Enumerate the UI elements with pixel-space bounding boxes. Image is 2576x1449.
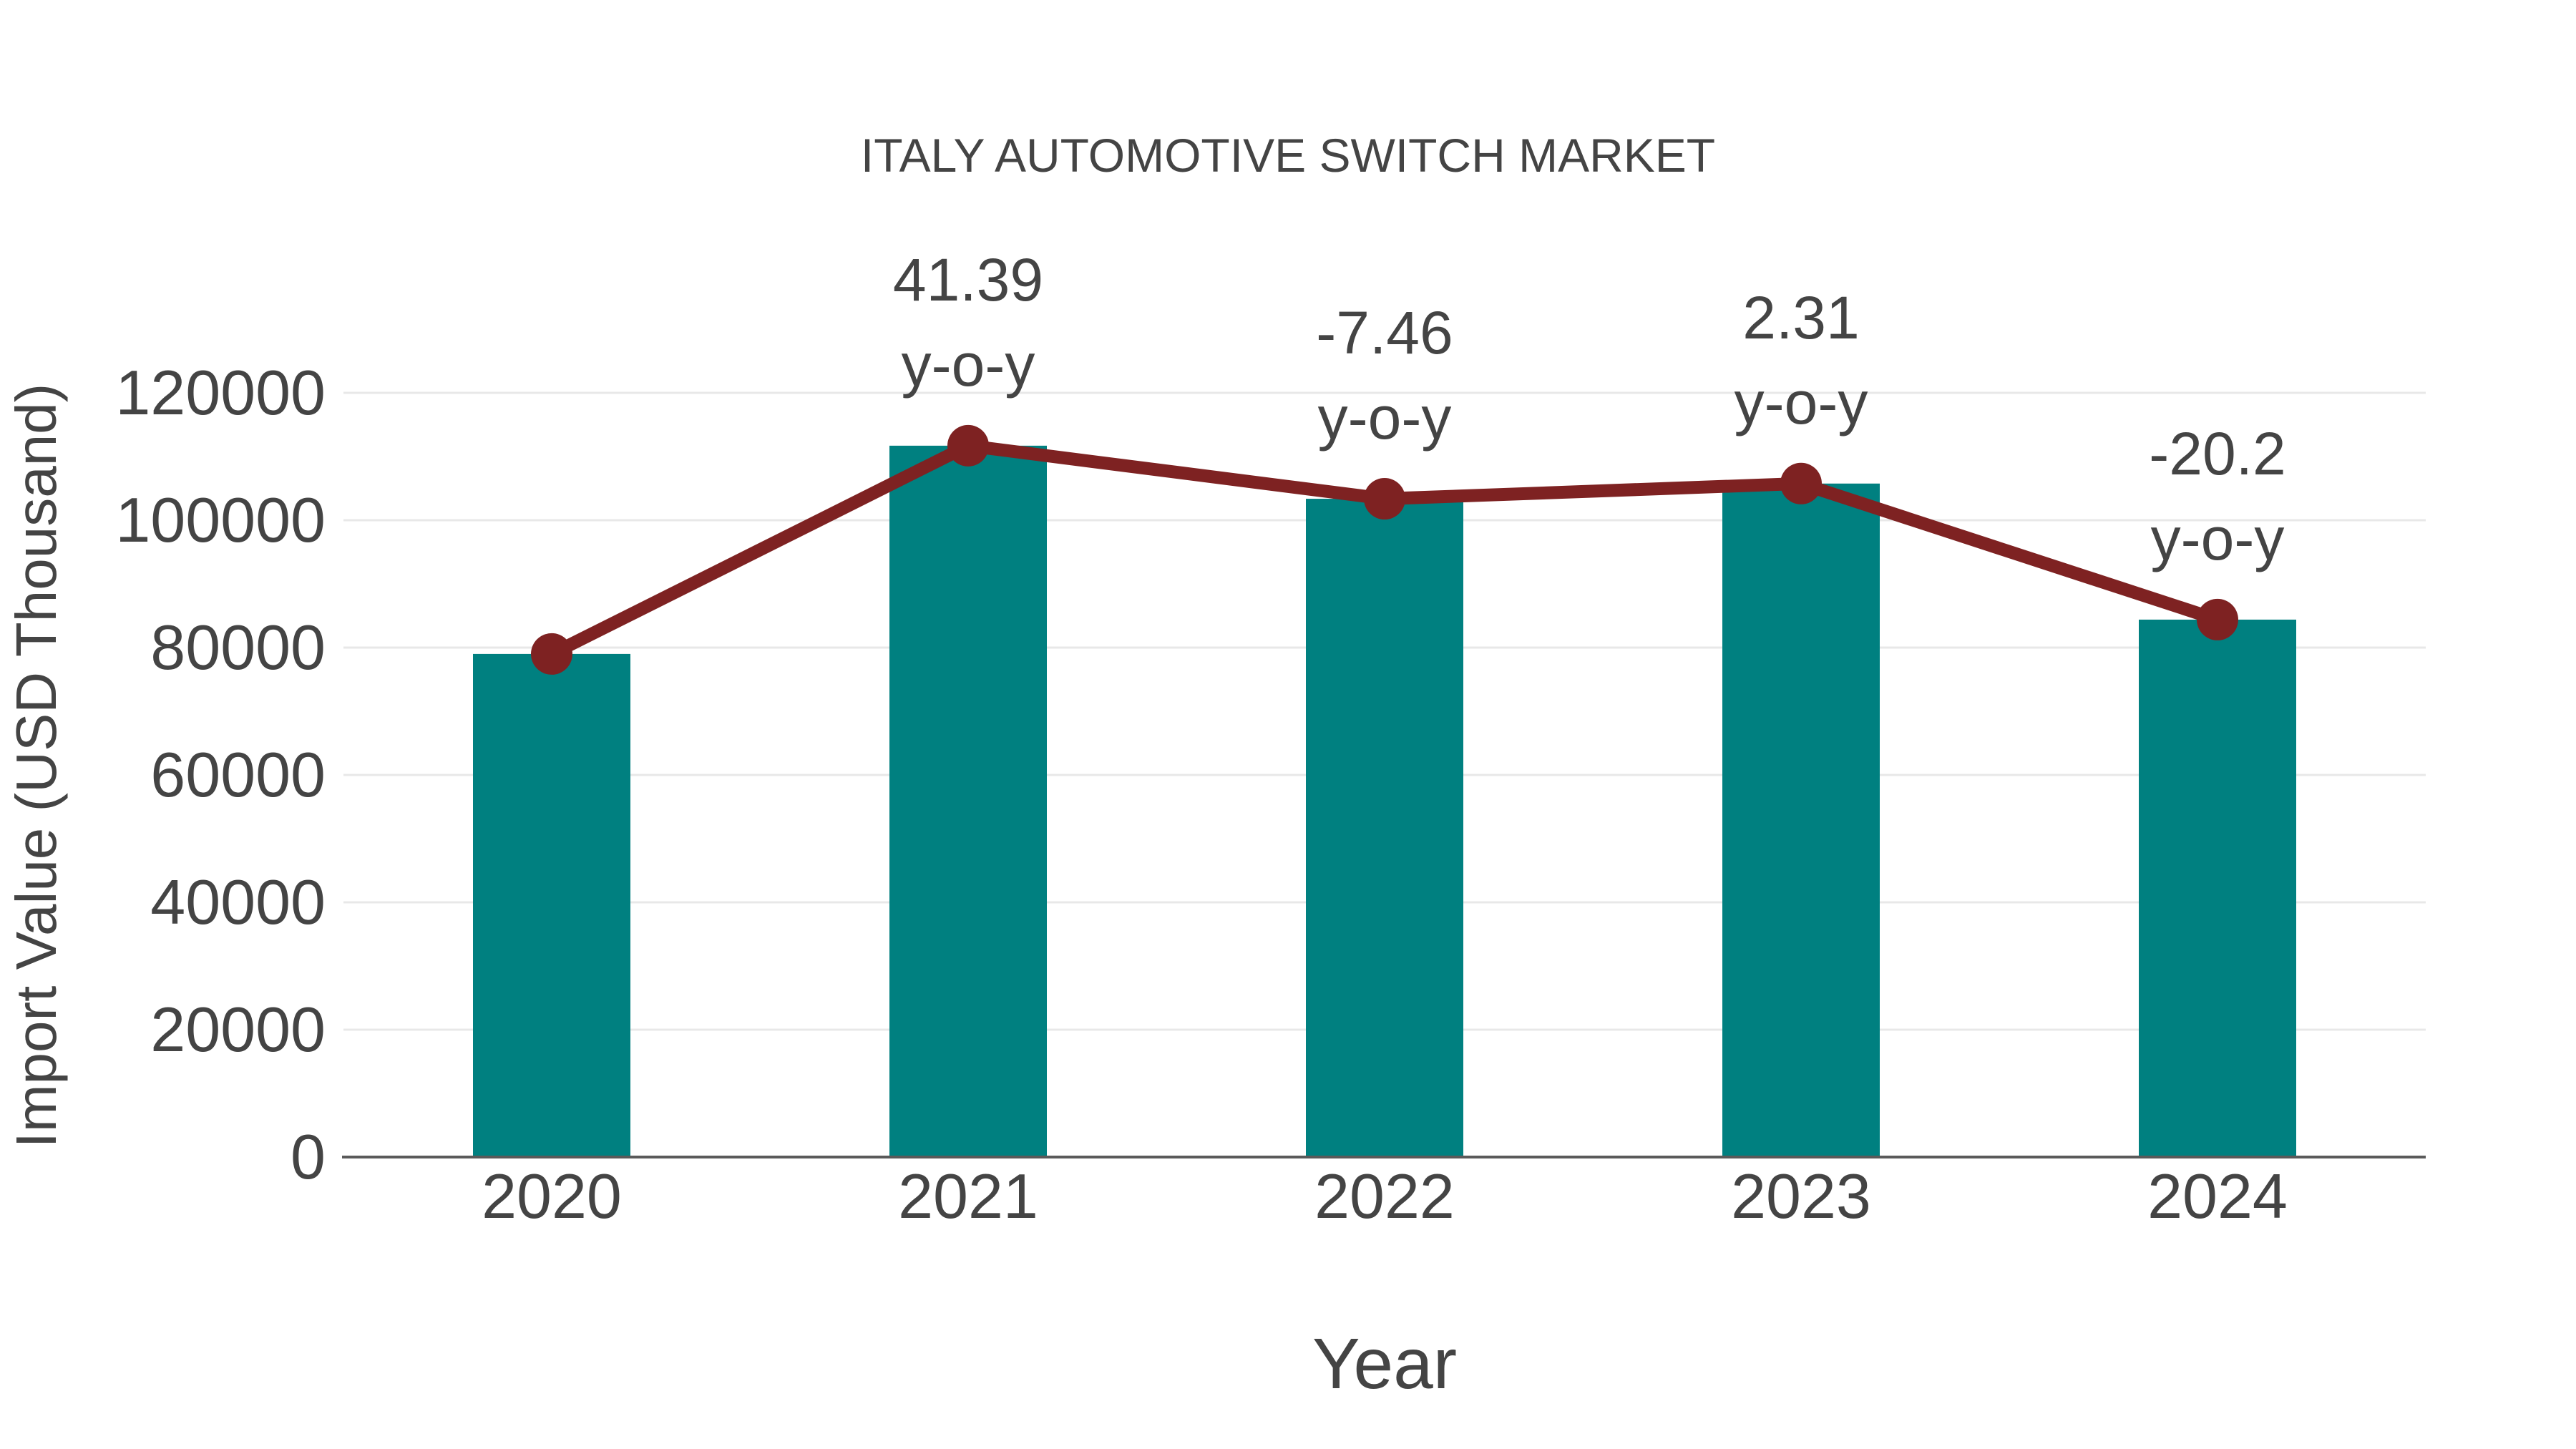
x-tick-label-2022: 2022 (1314, 1161, 1455, 1231)
annotation-yoy-2023: y-o-y (1735, 369, 1868, 436)
y-axis-title: Import Value (USD Thousand) (4, 384, 68, 1148)
x-tick-label-2024: 2024 (2147, 1161, 2288, 1231)
annotation-yoy-2024: y-o-y (2151, 505, 2285, 572)
y-tick-label: 80000 (150, 612, 326, 683)
trend-marker-2021[interactable] (947, 424, 989, 467)
annotation-value-2024: -20.2 (2149, 420, 2285, 487)
annotation-yoy-2022: y-o-y (1318, 384, 1452, 452)
y-tick-label: 0 (291, 1121, 326, 1192)
bar-2024[interactable] (2139, 619, 2296, 1157)
trend-marker-2023[interactable] (1780, 462, 1822, 504)
y-tick-label: 120000 (115, 357, 326, 428)
annotation-yoy-2021: y-o-y (902, 331, 1035, 399)
bar-2022[interactable] (1306, 499, 1463, 1157)
x-tick-label-2021: 2021 (898, 1161, 1038, 1231)
annotation-value-2022: -7.46 (1316, 299, 1453, 366)
trend-marker-2024[interactable] (2197, 598, 2238, 640)
chart-title: ITALY AUTOMOTIVE SWITCH MARKET (861, 129, 1715, 182)
bar-2020[interactable] (473, 653, 630, 1157)
plot-area: 0 20000 40000 60000 80000 100000 120000 2020 202… (115, 246, 2426, 1231)
annotation-value-2021: 41.39 (893, 246, 1043, 313)
trend-marker-2020[interactable] (531, 633, 572, 675)
trend-marker-2022[interactable] (1364, 478, 1405, 520)
y-tick-label: 100000 (115, 484, 326, 555)
bar-2021[interactable] (889, 445, 1047, 1157)
annotation-value-2023: 2.31 (1742, 284, 1860, 351)
bar-2023[interactable] (1722, 483, 1880, 1157)
x-axis-title: Year (1312, 1324, 1457, 1404)
x-tick-label-2023: 2023 (1731, 1161, 1871, 1231)
x-tick-label-2020: 2020 (482, 1161, 622, 1231)
y-tick-label: 60000 (150, 739, 326, 810)
y-tick-label: 20000 (150, 994, 326, 1065)
y-tick-label: 40000 (150, 867, 326, 937)
